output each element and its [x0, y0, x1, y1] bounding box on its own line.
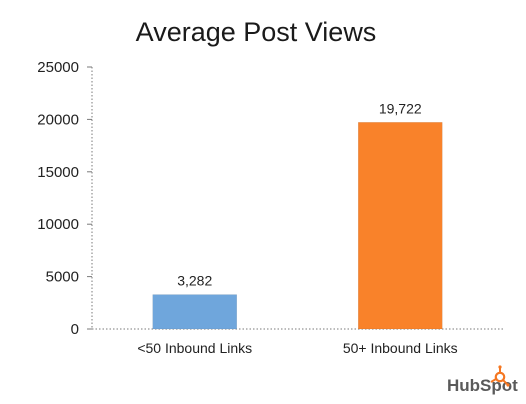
- bar: [358, 122, 443, 330]
- bar: [152, 294, 237, 330]
- x-category-label: <50 Inbound Links: [137, 340, 252, 356]
- data-label: 3,282: [177, 273, 212, 289]
- x-category-label: 50+ Inbound Links: [343, 340, 458, 356]
- y-tick-label: 15000: [37, 164, 79, 181]
- y-tick-label: 0: [71, 321, 79, 338]
- data-labels: 3,282 19,722: [177, 100, 422, 288]
- bars: [152, 122, 443, 330]
- y-tick-label: 10000: [37, 216, 79, 233]
- y-tick-label: 5000: [46, 269, 79, 286]
- hubspot-sprocket-icon: [490, 365, 510, 387]
- axes: 0 5000 10000 15000 20000 25000: [37, 59, 503, 338]
- x-axis-labels: <50 Inbound Links 50+ Inbound Links: [137, 340, 457, 356]
- y-tick-label: 20000: [37, 111, 79, 128]
- data-label: 19,722: [379, 100, 422, 116]
- chart-title: Average Post Views: [136, 17, 377, 47]
- y-tick-label: 25000: [37, 59, 79, 76]
- hubspot-logo: HubSpot: [447, 365, 518, 395]
